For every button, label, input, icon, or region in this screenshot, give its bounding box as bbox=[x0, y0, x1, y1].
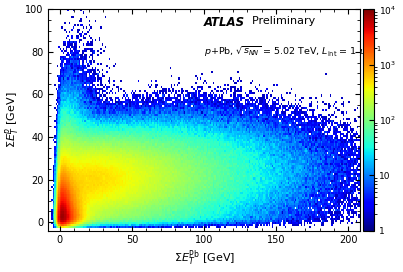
Y-axis label: $\Sigma E_T^{p}$ [GeV]: $\Sigma E_T^{p}$ [GeV] bbox=[4, 92, 22, 148]
X-axis label: $\Sigma E_T^{\mathrm{Pb}}$ [GeV]: $\Sigma E_T^{\mathrm{Pb}}$ [GeV] bbox=[174, 248, 235, 268]
Text: $p$+Pb, $\sqrt{s_{NN}}$ = 5.02 TeV, $L_{\mathrm{int}}$ = 1 $\mu$b$^{-1}$: $p$+Pb, $\sqrt{s_{NN}}$ = 5.02 TeV, $L_{… bbox=[204, 45, 382, 59]
Text: ATLAS: ATLAS bbox=[204, 16, 245, 29]
Text: Preliminary: Preliminary bbox=[245, 16, 315, 26]
